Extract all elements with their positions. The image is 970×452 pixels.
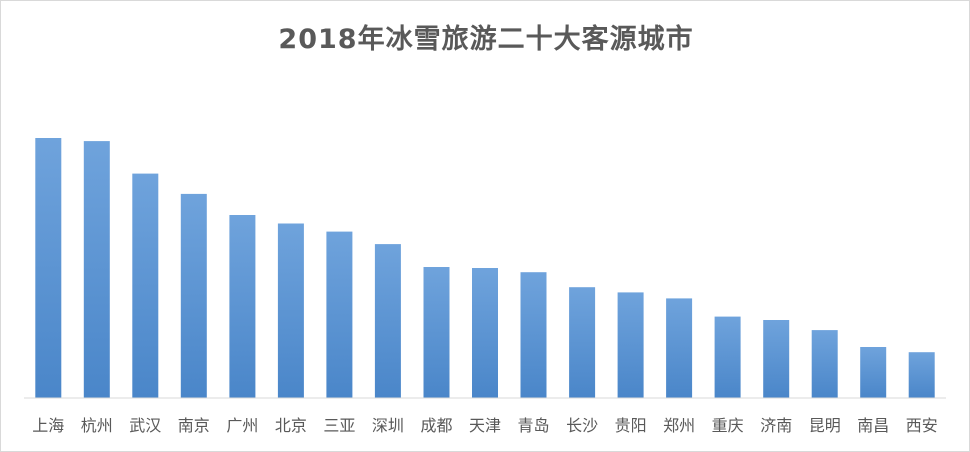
chart-title: 2018年冰雪旅游二十大客源城市 <box>278 24 694 55</box>
x-tick-labels: 上海 杭州 武汉 南京 广州 北京 三亚 深圳 成都 天津 青岛 长沙 贵阳 郑州 重庆 济南 昆明 南昌 西安 <box>32 416 937 435</box>
bar-0 <box>35 138 62 398</box>
bar-1 <box>83 141 110 398</box>
x-tick-label: 重庆 <box>712 416 744 435</box>
x-tick-label: 天津 <box>469 416 501 435</box>
bar-18 <box>908 352 935 398</box>
x-tick-label: 长沙 <box>566 416 598 435</box>
bar-8 <box>423 267 450 398</box>
x-tick-label: 三亚 <box>323 416 355 435</box>
bar-17 <box>860 347 887 398</box>
x-tick-label: 广州 <box>226 416 258 435</box>
x-tick-label: 上海 <box>32 416 64 435</box>
x-tick-label: 郑州 <box>663 416 695 435</box>
x-tick-label: 北京 <box>275 416 307 435</box>
bar-10 <box>520 272 547 398</box>
bar-2 <box>132 173 159 398</box>
x-tick-label: 西安 <box>906 416 938 435</box>
x-tick-label: 成都 <box>420 416 452 435</box>
x-tick-label: 贵阳 <box>615 416 647 435</box>
bar-14 <box>714 316 741 398</box>
bar-7 <box>374 244 401 398</box>
x-tick-label: 昆明 <box>809 416 841 435</box>
bar-5 <box>277 223 304 398</box>
x-tick-label: 武汉 <box>129 416 161 435</box>
bar-9 <box>472 268 498 398</box>
x-tick-label: 青岛 <box>517 416 549 435</box>
x-tick-label: 南京 <box>178 416 210 435</box>
x-tick-label: 济南 <box>760 416 792 435</box>
bar-15 <box>763 320 790 398</box>
bar-12 <box>617 292 644 398</box>
bar-3 <box>180 193 207 398</box>
x-tick-label: 杭州 <box>81 416 113 435</box>
bar-13 <box>666 298 693 398</box>
bar-6 <box>326 231 353 398</box>
bars-group <box>35 138 935 398</box>
x-tick-label: 深圳 <box>372 416 404 435</box>
bar-16 <box>811 330 838 398</box>
x-tick-label: 南昌 <box>857 416 889 435</box>
bar-4 <box>229 215 256 398</box>
bar-11 <box>569 287 596 398</box>
